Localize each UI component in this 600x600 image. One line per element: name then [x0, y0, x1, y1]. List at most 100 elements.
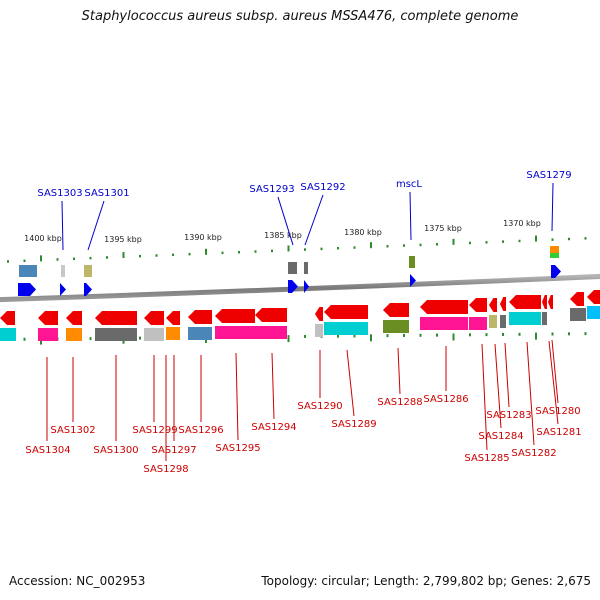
- cds-reverse-arrow: [95, 311, 137, 325]
- cds-reverse-arrow: [0, 311, 15, 325]
- scale-label: 1370 kbp: [503, 219, 541, 228]
- cds-forward-arrow: [410, 274, 416, 287]
- leader-line-top: [277, 196, 294, 246]
- cog-block: [255, 326, 287, 339]
- scale-label: 1395 kbp: [104, 235, 142, 244]
- gene-label-sas1284[interactable]: SAS1284: [478, 431, 523, 442]
- top-feature-5: [304, 262, 308, 274]
- cog-block: [489, 315, 497, 328]
- gene-label-sas1294[interactable]: SAS1294: [251, 422, 296, 433]
- top-feature-2: [61, 265, 65, 277]
- cds-reverse-arrow: [38, 311, 58, 325]
- gene-label-sas1283[interactable]: SAS1283: [486, 410, 531, 421]
- cog-block: [38, 328, 58, 341]
- gene-label-sas1298[interactable]: SAS1298: [143, 464, 188, 475]
- scale-label: 1400 kbp: [24, 234, 62, 243]
- cog-block: [509, 312, 541, 325]
- cog-block: [500, 315, 506, 328]
- cds-reverse-arrow: [255, 308, 287, 322]
- cds-reverse-arrow: [509, 295, 541, 309]
- cds-reverse-arrow: [542, 295, 547, 309]
- leader-line-top: [61, 200, 64, 251]
- cds-forward-arrow: [18, 283, 36, 296]
- cds-reverse-arrow: [548, 295, 553, 309]
- leader-line-top: [551, 182, 554, 232]
- cds-forward-arrow: [551, 265, 561, 278]
- leader-line-bottom: [481, 343, 488, 451]
- leader-line-bottom: [397, 347, 401, 395]
- cog-block: [383, 320, 409, 333]
- cds-reverse-arrow: [315, 307, 323, 321]
- gene-label-sas1296[interactable]: SAS1296: [178, 425, 223, 436]
- cog-block: [542, 312, 547, 325]
- top-feature-8: [550, 253, 559, 258]
- cds-reverse-arrow: [188, 310, 212, 324]
- cog-block: [66, 328, 82, 341]
- cog-block: [95, 328, 137, 341]
- cog-block: [188, 327, 212, 340]
- cds-forward-arrow: [60, 283, 66, 296]
- top-feature-6: [409, 256, 415, 268]
- gene-label-sas1293[interactable]: SAS1293: [249, 184, 294, 195]
- cog-block: [144, 328, 164, 341]
- gene-label-sas1285[interactable]: SAS1285: [464, 453, 509, 464]
- cds-reverse-arrow: [166, 311, 180, 325]
- gene-label-sas1301[interactable]: SAS1301: [84, 188, 129, 199]
- gene-label-sas1290[interactable]: SAS1290: [297, 401, 342, 412]
- top-feature-1: [19, 265, 37, 277]
- cog-block: [215, 326, 255, 339]
- gene-label-sas1281[interactable]: SAS1281: [536, 427, 581, 438]
- leader-line-bottom: [346, 349, 355, 417]
- leader-line-bottom: [235, 352, 239, 441]
- gene-label-sas1302[interactable]: SAS1302: [50, 425, 95, 436]
- leader-line-top: [87, 200, 105, 251]
- gene-label-sas1282[interactable]: SAS1282: [511, 448, 556, 459]
- cog-block: [0, 328, 16, 341]
- cds-reverse-arrow: [500, 297, 506, 311]
- cds-reverse-arrow: [489, 298, 497, 312]
- gene-label-sas1280[interactable]: SAS1280: [535, 406, 580, 417]
- top-feature-3: [84, 265, 92, 277]
- leader-line-bottom: [504, 342, 510, 408]
- cog-block: [587, 306, 600, 319]
- cds-reverse-arrow: [144, 311, 164, 325]
- cds-reverse-arrow: [383, 303, 409, 317]
- topology-text: Topology: circular; Length: 2,799,802 bp…: [261, 574, 591, 588]
- cog-block: [420, 317, 468, 330]
- gene-label-sas1295[interactable]: SAS1295: [215, 443, 260, 454]
- gene-label-sas1279[interactable]: SAS1279: [526, 170, 571, 181]
- gene-label-sas1304[interactable]: SAS1304: [25, 445, 70, 456]
- cds-reverse-arrow: [324, 305, 368, 319]
- cds-reverse-arrow: [587, 290, 600, 304]
- leader-line-bottom: [494, 343, 502, 429]
- cds-reverse-arrow: [215, 309, 255, 323]
- scale-label: 1380 kbp: [344, 228, 382, 237]
- leader-line-bottom: [548, 340, 559, 425]
- gene-label-sas1288[interactable]: SAS1288: [377, 397, 422, 408]
- cds-forward-arrow: [288, 280, 298, 293]
- scale-label: 1390 kbp: [184, 233, 222, 242]
- leader-line-bottom: [526, 341, 535, 446]
- scale-label: 1385 kbp: [264, 231, 302, 240]
- gene-label-sas1297[interactable]: SAS1297: [151, 445, 196, 456]
- accession-text: Accession: NC_002953: [9, 574, 146, 588]
- cds-forward-arrow: [304, 280, 309, 293]
- gene-label-sas1292[interactable]: SAS1292: [300, 182, 345, 193]
- cds-forward-arrow: [84, 283, 92, 296]
- scale-label: 1375 kbp: [424, 224, 462, 233]
- cds-reverse-arrow: [420, 300, 468, 314]
- cds-reverse-arrow: [66, 311, 82, 325]
- cog-block: [469, 317, 487, 330]
- cog-block: [324, 322, 368, 335]
- gene-label-sas1286[interactable]: SAS1286: [423, 394, 468, 405]
- top-feature-4: [288, 262, 297, 274]
- gene-label-mscl[interactable]: mscL: [396, 179, 422, 190]
- gene-label-sas1300[interactable]: SAS1300: [93, 445, 138, 456]
- gene-label-sas1289[interactable]: SAS1289: [331, 419, 376, 430]
- gene-label-sas1303[interactable]: SAS1303: [37, 188, 82, 199]
- genome-title: Staphylococcus aureus subsp. aureus MSSA…: [81, 9, 519, 24]
- cog-block: [315, 324, 323, 337]
- gene-label-sas1299[interactable]: SAS1299: [132, 425, 177, 436]
- leader-line-top: [304, 194, 324, 246]
